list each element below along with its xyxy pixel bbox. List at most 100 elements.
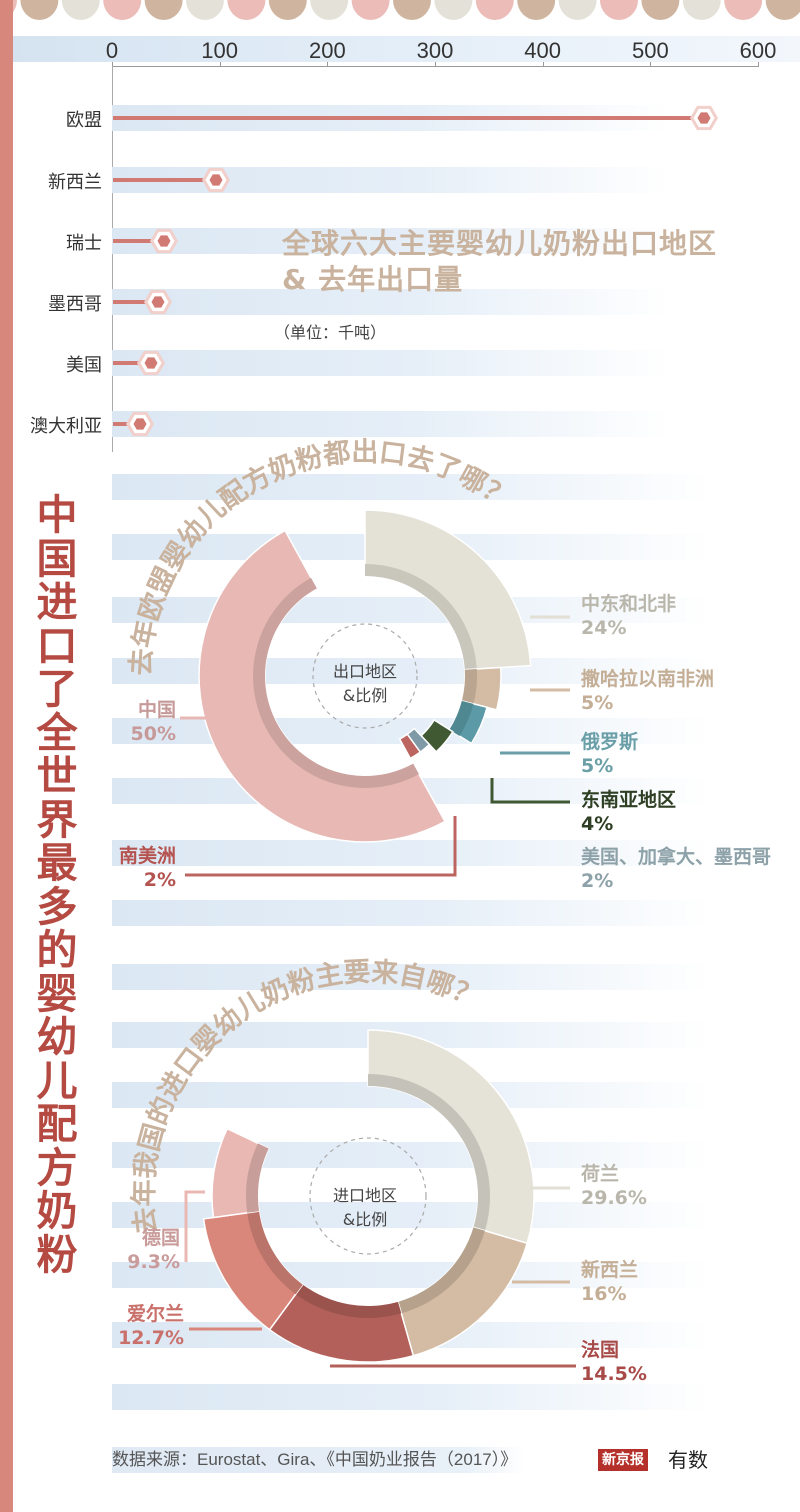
x-tick-label: 500: [631, 38, 669, 63]
donut2-center-line2: &比例: [342, 1210, 388, 1229]
x-tick-label: 0: [105, 38, 119, 63]
donut2-slice-inner-shadow: [295, 1284, 402, 1318]
lollipop-stem: [113, 178, 206, 182]
hexagon-marker-icon: [690, 105, 719, 131]
publisher-logo: 新京报: [598, 1449, 648, 1471]
hexagon-marker-icon: [202, 167, 231, 193]
slice-name: 中东和北非: [581, 593, 677, 615]
vertical-title: 中国进口了全世界最多的婴幼儿配方奶粉: [36, 491, 78, 1279]
slice-name: 爱尔兰: [126, 1303, 184, 1325]
x-tick: [219, 62, 221, 67]
donut1-label-na: 美国、加拿大、墨西哥 2%: [581, 845, 771, 893]
chart-title-line2: & 去年出口量: [282, 263, 464, 296]
donut1-slice: [364, 509, 532, 671]
row-band: [112, 350, 672, 376]
slice-pct: 5%: [581, 692, 614, 714]
background-band: [112, 1262, 712, 1288]
slice-pct: 2%: [143, 869, 176, 891]
slice-pct: 24%: [581, 617, 627, 639]
donut1-label-sea: 东南亚地区 4%: [581, 788, 676, 836]
row-band: [112, 228, 672, 254]
row-label: 瑞士: [66, 233, 102, 254]
slice-name: 美国、加拿大、墨西哥: [581, 846, 772, 868]
donut2-label-france: 法国 14.5%: [581, 1338, 647, 1386]
row-label: 欧盟: [66, 110, 102, 131]
background-band: [112, 474, 712, 500]
donut1-label-ssa: 撒哈拉以南非洲 5%: [581, 667, 714, 715]
x-tick: [758, 62, 759, 67]
donut2-slice-inner-shadow: [398, 1227, 485, 1314]
hexagon-marker-icon: [125, 411, 154, 437]
lollipop-stem: [113, 300, 148, 304]
donut2-slice: [202, 1210, 304, 1331]
slice-pct: 2%: [581, 870, 614, 892]
lollipop-stem: [113, 239, 153, 243]
x-tick-label: 300: [416, 38, 454, 63]
leader-line: [490, 778, 570, 804]
donut1-slice-inner-shadow: [449, 700, 474, 737]
row-band: [112, 289, 672, 315]
donut1-label-south-america: 南美洲 2%: [112, 844, 176, 892]
slice-pct: 4%: [581, 813, 614, 835]
lollipop-stem: [113, 116, 694, 120]
x-tick: [327, 62, 329, 67]
row-label: 新西兰: [48, 172, 102, 193]
x-tick: [112, 62, 113, 67]
background-band: [112, 1142, 712, 1168]
donut1-center-line2: &比例: [342, 686, 388, 705]
scalloped-border: [0, 0, 800, 20]
donut2-slice-inner-shadow: [247, 1211, 303, 1295]
slice-pct: 16%: [581, 1283, 627, 1305]
unit-label: （单位：千吨）: [274, 323, 387, 342]
x-tick: [542, 62, 544, 67]
donut1-slice-inner-shadow: [365, 564, 477, 670]
donut2-slice-inner-shadow: [368, 1074, 490, 1231]
donut1-slice: [398, 733, 422, 760]
slice-pct: 9.3%: [127, 1251, 180, 1273]
x-axis-line: [112, 66, 758, 67]
row-label: 美国: [66, 355, 102, 376]
x-tick: [435, 62, 436, 67]
slice-name: 法国: [581, 1339, 620, 1361]
leader-line: [184, 1190, 205, 1262]
slice-name: 中国: [137, 699, 176, 721]
lollipop-stem: [113, 361, 140, 365]
slice-pct: 12.7%: [118, 1327, 184, 1349]
background-band: [112, 1384, 712, 1410]
data-source: 数据来源：Eurostat、Gira、《中国奶业报告（2017）》: [112, 1447, 526, 1473]
donut1-center-line1: 出口地区: [332, 662, 397, 681]
donut2-slice: [397, 1226, 529, 1357]
slice-pct: 5%: [581, 755, 614, 777]
donut1-label-mena: 中东和北非 24%: [581, 592, 676, 640]
donut2-label-new-zealand: 新西兰 16%: [581, 1258, 638, 1306]
row-label: 澳大利亚: [30, 416, 102, 437]
x-tick-label: 400: [524, 38, 562, 63]
slice-name: 德国: [141, 1227, 180, 1249]
slice-name: 东南亚地区: [581, 789, 677, 811]
x-axis-band: [13, 36, 800, 62]
left-accent-bar: [0, 0, 13, 1512]
donut2-label-germany: 德国 9.3%: [112, 1226, 180, 1274]
donut2-center-line1: 进口地区: [332, 1186, 397, 1205]
row-label: 墨西哥: [48, 294, 102, 315]
leader-line: [185, 816, 457, 877]
slice-name: 南美洲: [118, 845, 176, 867]
slice-name: 撒哈拉以南非洲: [581, 668, 715, 690]
donut2-slice-inner-shadow: [245, 1143, 269, 1213]
x-tick-label: 600: [739, 38, 777, 63]
donut2-label-netherlands: 荷兰 29.6%: [581, 1162, 647, 1210]
background-band: [112, 900, 712, 926]
x-tick-label: 100: [201, 38, 239, 63]
donut1-label-china: 中国 50%: [112, 698, 176, 746]
donut2-label-ireland: 爱尔兰 12.7%: [112, 1302, 184, 1350]
slice-pct: 14.5%: [581, 1363, 647, 1385]
slice-pct: 29.6%: [581, 1187, 647, 1209]
background-band: [112, 964, 712, 990]
x-tick: [650, 62, 652, 67]
hexagon-marker-icon: [144, 289, 173, 315]
slice-name: 新西兰: [581, 1259, 639, 1281]
slice-pct: 50%: [130, 723, 176, 745]
slice-name: 荷兰: [581, 1163, 620, 1185]
lollipop-chart-title: 全球六大主要婴幼儿奶粉出口地区 & 去年出口量: [282, 226, 717, 298]
donut2-center-label: 进口地区 &比例: [310, 1184, 420, 1232]
